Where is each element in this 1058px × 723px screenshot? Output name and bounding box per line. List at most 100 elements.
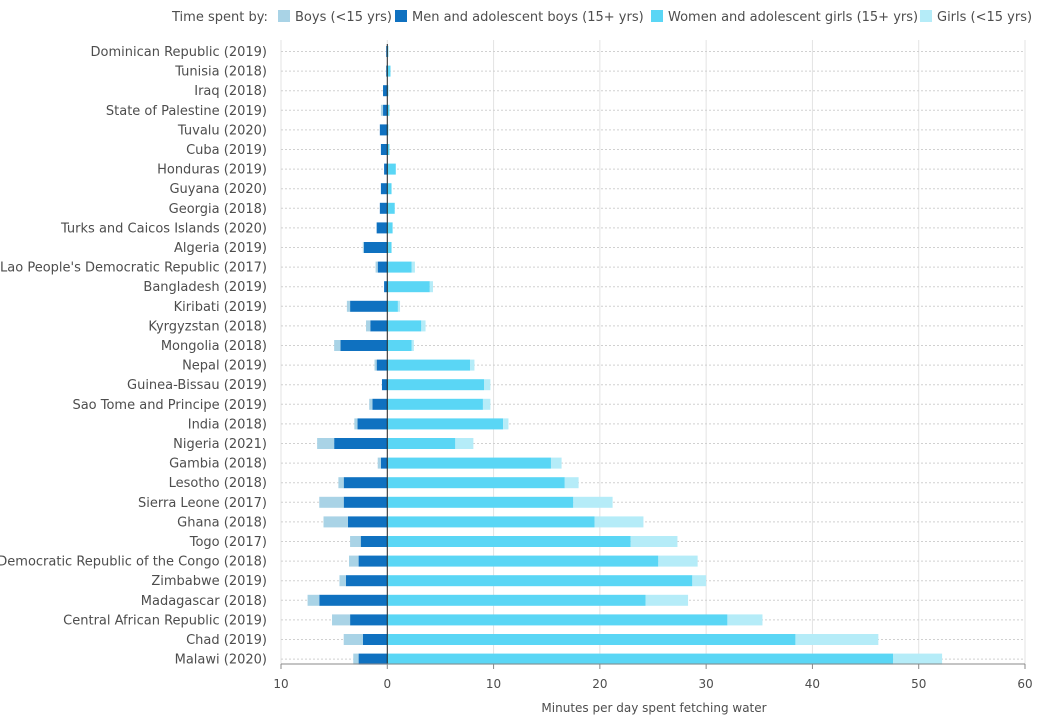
category-label: Sao Tome and Principe (2019): [72, 398, 267, 413]
bar-women: [387, 575, 693, 587]
category-label: Malawi (2020): [175, 653, 267, 668]
category-label: Lesotho (2018): [169, 476, 267, 491]
legend-label-women: Women and adolescent girls (15+ yrs): [668, 10, 918, 25]
bar-boys: [369, 398, 373, 410]
bar-boys: [374, 359, 377, 371]
bar-boys: [377, 457, 381, 469]
category-label: Bangladesh (2019): [143, 280, 267, 295]
bar-boys: [349, 555, 359, 567]
bar-girls: [455, 438, 474, 449]
bar-women: [387, 242, 392, 253]
bar-men: [376, 359, 388, 371]
bar-women: [387, 202, 395, 214]
bar-boys: [307, 594, 320, 606]
bars: [307, 44, 943, 665]
legend-swatch-women: [651, 10, 663, 22]
x-axis: 10 0 10 20 30 40 50 60: [273, 663, 1033, 691]
bar-women: [387, 65, 391, 77]
category-label: Nigeria (2021): [173, 437, 267, 452]
category-label: Lao People's Democratic Republic (2017): [0, 261, 267, 276]
category-label: Algeria (2019): [174, 241, 267, 256]
bar-women: [387, 594, 646, 606]
bar-women: [387, 124, 389, 136]
bar-girls: [550, 457, 562, 469]
bar-men: [377, 261, 388, 273]
legend-title: Time spent by:: [171, 10, 268, 25]
category-label: India (2018): [188, 417, 267, 432]
category-label: Georgia (2018): [169, 202, 267, 217]
bar-women: [387, 418, 504, 430]
category-label: Kyrgyzstan (2018): [148, 319, 267, 334]
legend-label-boys: Boys (<15 yrs): [295, 10, 392, 25]
bar-girls: [630, 536, 678, 547]
bar-boys: [375, 261, 378, 273]
bar-women: [387, 477, 565, 489]
category-label: State of Palestine (2019): [106, 104, 267, 119]
bar-women: [387, 438, 456, 449]
bar-men: [386, 46, 388, 57]
bar-boys: [354, 418, 358, 430]
bar-boys: [319, 496, 344, 508]
bar-boys: [366, 320, 371, 332]
category-label: Iraq (2018): [194, 84, 267, 99]
legend-swatch-men: [395, 10, 407, 22]
category-label: Mongolia (2018): [161, 339, 267, 354]
bar-men: [372, 398, 388, 410]
bar-girls: [645, 594, 689, 606]
bar-girls: [470, 359, 475, 371]
x-axis-title: Minutes per day spent fetching water: [541, 701, 766, 715]
bar-boys: [339, 575, 346, 587]
bar-women: [387, 183, 392, 195]
legend-label-men: Men and adolescent boys (15+ yrs): [412, 10, 644, 25]
bar-boys: [334, 340, 341, 351]
bar-men: [319, 594, 388, 606]
bar-girls: [573, 496, 613, 508]
category-label: Tuvalu (2020): [177, 123, 267, 138]
bar-girls: [658, 555, 698, 567]
bar-girls: [484, 379, 491, 391]
bar-men: [334, 438, 388, 449]
bar-men: [360, 536, 388, 547]
bar-girls: [795, 634, 879, 645]
bar-girls: [564, 477, 579, 489]
bar-men: [384, 281, 388, 293]
bar-girls: [893, 653, 943, 665]
category-label: Chad (2019): [186, 633, 267, 648]
bar-girls: [411, 261, 415, 273]
bar-women: [387, 222, 393, 234]
legend-label-girls: Girls (<15 yrs): [937, 10, 1032, 25]
bar-men: [350, 614, 388, 626]
bar-men: [370, 320, 388, 332]
category-label: Zimbabwe (2019): [151, 574, 267, 589]
bar-boys: [350, 536, 361, 547]
bar-men: [380, 457, 388, 469]
grid: [280, 40, 1026, 664]
bar-women: [387, 653, 894, 665]
x-tick-label: 10: [486, 677, 501, 691]
bar-men: [383, 85, 388, 97]
bar-women: [387, 320, 422, 332]
category-label: Madagascar (2018): [141, 594, 267, 609]
bar-girls: [594, 516, 644, 528]
bar-women: [387, 398, 483, 410]
bar-women: [387, 379, 485, 391]
x-tick-label: 20: [592, 677, 607, 691]
bar-women: [387, 300, 398, 312]
bar-men: [380, 183, 388, 195]
bar-men: [358, 653, 388, 665]
bar-girls: [429, 281, 433, 293]
bar-women: [387, 46, 389, 57]
bar-men: [362, 634, 388, 645]
bar-boys: [343, 634, 363, 645]
bar-women: [387, 634, 796, 645]
bar-men: [380, 144, 388, 155]
x-tick-label: 50: [911, 677, 926, 691]
bar-women: [387, 163, 396, 175]
x-tick-label: 30: [699, 677, 714, 691]
bar-boys: [338, 477, 344, 489]
category-label: Cuba (2019): [186, 143, 267, 158]
bar-girls: [397, 300, 401, 312]
bar-women: [387, 144, 390, 155]
bar-boys: [323, 516, 348, 528]
